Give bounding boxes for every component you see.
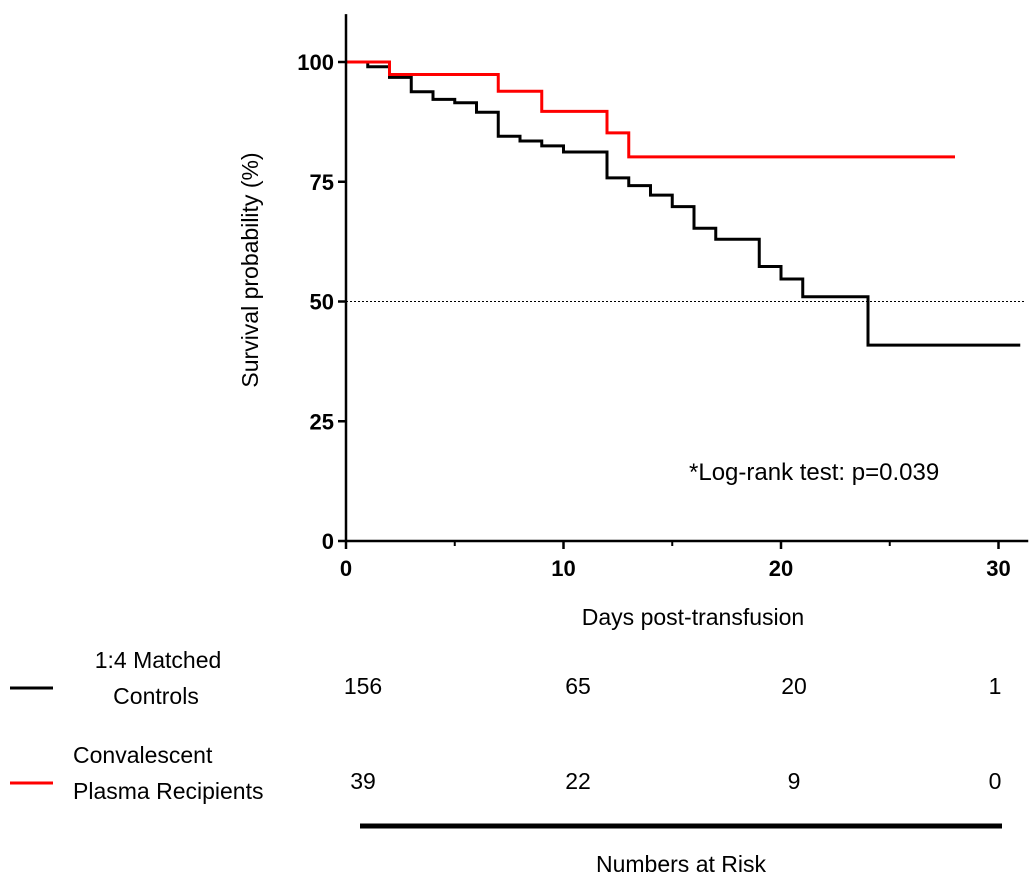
y-tick-label: 0: [322, 529, 334, 554]
x-axis-label: Days post-transfusion: [582, 604, 804, 630]
plasma-recipients-legend-label: Plasma Recipients: [73, 778, 263, 804]
x-tick-label: 30: [986, 556, 1010, 581]
matched-controls-risk-count: 1: [989, 673, 1002, 699]
x-tick-label: 20: [769, 556, 793, 581]
matched-controls-legend-label: 1:4 Matched: [95, 647, 222, 673]
x-tick-label: 0: [340, 556, 352, 581]
plasma-recipients-curve: [346, 60, 955, 159]
risk-table: 1:4 Matched Controls 156 65 20 1 Convalescent P…: [10, 647, 1002, 877]
matched-controls-risk-count: 156: [344, 673, 382, 699]
axes-layer: Survival probability (%) Days post-trans…: [237, 14, 1029, 630]
plasma-recipients-risk-count: 22: [565, 768, 591, 794]
plasma-recipients-risk-count: 9: [788, 768, 801, 794]
plasma-recipients-risk-count: 39: [350, 768, 376, 794]
logrank-annotation: *Log-rank test: p=0.039: [689, 459, 939, 486]
y-axis-label: Survival probability (%): [237, 152, 263, 387]
matched-controls-risk-count: 65: [565, 673, 591, 699]
matched-controls-curve: [346, 60, 1021, 347]
risk-table-title: Numbers at Risk: [596, 851, 766, 877]
y-tick-label: 50: [310, 290, 334, 315]
y-tick-label: 25: [310, 409, 334, 434]
y-tick-label: 75: [310, 170, 334, 195]
x-tick-label: 10: [551, 556, 575, 581]
matched-controls-legend-label: Controls: [113, 683, 199, 709]
plasma-recipients-risk-count: 0: [989, 768, 1002, 794]
plasma-recipients-legend-label: Convalescent: [73, 742, 213, 768]
y-tick-label: 100: [297, 50, 334, 75]
matched-controls-risk-count: 20: [781, 673, 807, 699]
series-layer: [346, 60, 1021, 347]
